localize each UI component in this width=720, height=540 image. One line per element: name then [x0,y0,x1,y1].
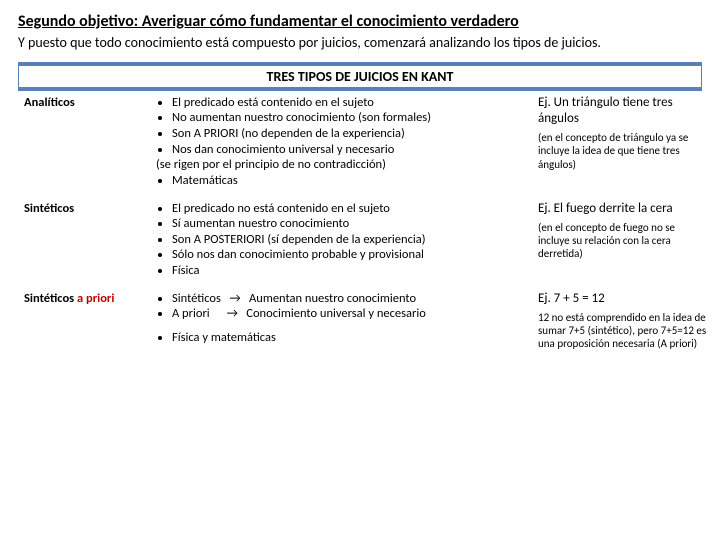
list-item: Son A POSTERIORI (sí dependen de la expe… [172,232,526,248]
paren-note: (se rigen por el principio de no contrad… [156,157,526,173]
table-row: Sintéticos a priori Sintéticos → Aumenta… [18,287,714,359]
table-row: Sintéticos El predicado no está contenid… [18,197,714,287]
table-banner: TRES TIPOS DE JUICIOS EN KANT [18,62,702,91]
judgments-table: Analíticos El predicado está contenido e… [18,91,714,359]
bullet-list: El predicado no está contenido en el suj… [156,201,526,279]
consequence: Aumentan nuestro conocimiento [249,291,416,306]
type-cell: Sintéticos [18,197,150,287]
bullet-list: Sintéticos → Aumentan nuestro conocimien… [156,291,526,322]
page-title: Segundo objetivo: Averiguar cómo fundame… [18,12,702,31]
list-item: Son A PRIORI (no dependen de la experien… [172,126,526,142]
arrow-icon: → [229,291,243,307]
example-title: Ej. Un triángulo tiene tres ángulos [538,95,708,128]
example-cell: Ej. 7 + 5 = 12 12 no está comprendido en… [532,287,714,359]
example-cell: Ej. Un triángulo tiene tres ángulos (en … [532,91,714,197]
table-row: Analíticos El predicado está contenido e… [18,91,714,197]
arrow-icon: → [227,306,241,322]
list-item: Física y matemáticas [172,330,526,346]
page-subtitle: Y puesto que todo conocimiento está comp… [18,35,702,52]
term: Sintéticos [172,291,221,306]
desc-cell: Sintéticos → Aumentan nuestro conocimien… [150,287,532,359]
example-title: Ej. El fuego derrite la cera [538,201,708,217]
list-item: No aumentan nuestro conocimiento (son fo… [172,110,526,126]
list-item: El predicado está contenido en el sujeto [172,95,526,111]
table-banner-text: TRES TIPOS DE JUICIOS EN KANT [19,66,701,87]
list-item: Matemáticas [172,173,526,189]
type-cell: Sintéticos a priori [18,287,150,359]
example-note: (en el concepto de fuego no se incluye s… [538,221,708,261]
bullet-list: Física y matemáticas [156,330,526,346]
desc-cell: El predicado está contenido en el sujeto… [150,91,532,197]
example-title: Ej. 7 + 5 = 12 [538,291,708,307]
example-note: (en el concepto de triángulo ya se inclu… [538,131,708,171]
list-item: A priori → Conocimiento universal y nece… [172,306,526,322]
example-cell: Ej. El fuego derrite la cera (en el conc… [532,197,714,287]
list-item: El predicado no está contenido en el suj… [172,201,526,217]
type-cell: Analíticos [18,91,150,197]
list-item: Nos dan conocimiento universal y necesar… [172,142,526,158]
type-label-apriori: a priori [77,291,114,306]
consequence: Conocimiento universal y necesario [246,306,426,321]
list-item: Sólo nos dan conocimiento probable y pro… [172,247,526,263]
list-item: Sí aumentan nuestro conocimiento [172,216,526,232]
list-item: Física [172,263,526,279]
type-label-part: Sintéticos [24,291,77,306]
bullet-list: El predicado está contenido en el sujeto… [156,95,526,158]
term: A priori [172,306,210,321]
desc-cell: El predicado no está contenido en el suj… [150,197,532,287]
list-item: Sintéticos → Aumentan nuestro conocimien… [172,291,526,307]
bullet-list: Matemáticas [156,173,526,189]
example-note: 12 no está comprendido en la idea de sum… [538,311,708,351]
